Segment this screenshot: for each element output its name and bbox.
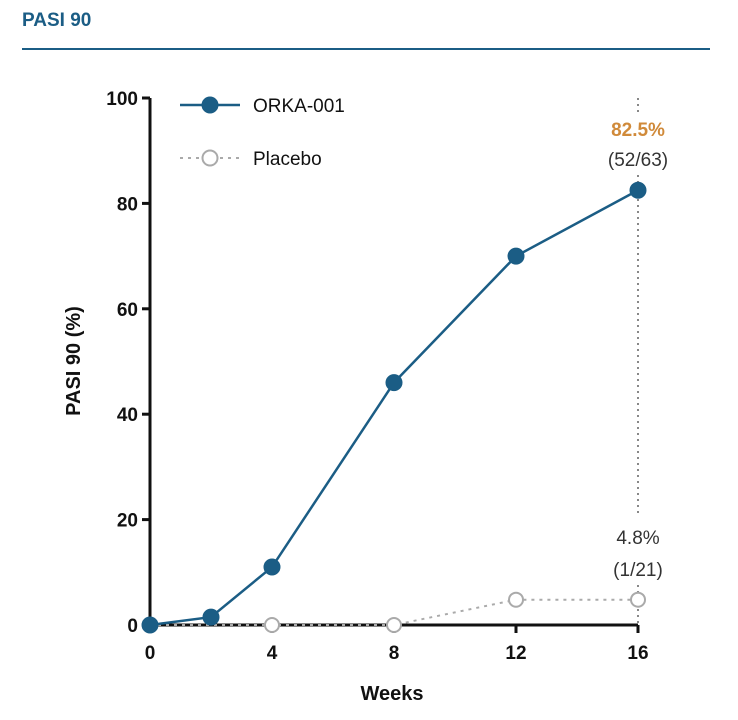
orka-point <box>263 558 281 576</box>
x-axis-title: Weeks <box>360 683 423 705</box>
chart-axes: 0 20 40 60 80 100 0 4 8 12 16 <box>106 89 648 664</box>
placebo-point <box>386 617 402 633</box>
y-tick-label: 60 <box>117 300 138 321</box>
x-tick-label: 12 <box>505 643 526 664</box>
chart-annotations: 82.5% (52/63) 4.8% (1/21) <box>608 120 668 581</box>
orka-point <box>507 247 525 265</box>
y-tick-label: 20 <box>117 511 138 532</box>
legend-placebo-marker <box>201 149 219 167</box>
legend-label-orka: ORKA-001 <box>253 96 345 117</box>
chart-legend: ORKA-001 Placebo <box>180 96 345 170</box>
orka-point <box>141 616 159 634</box>
y-tick-label: 80 <box>117 194 138 215</box>
x-tick-label: 0 <box>145 643 156 664</box>
orka-point <box>629 181 647 199</box>
chart-series <box>141 181 647 634</box>
y-axis-title: PASI 90 (%) <box>63 306 85 416</box>
header-divider <box>22 48 710 50</box>
page-title: PASI 90 <box>22 10 92 31</box>
placebo-series-line <box>150 598 638 626</box>
x-tick-label: 8 <box>389 643 400 664</box>
placebo-point <box>630 591 646 608</box>
orka-point <box>202 608 220 626</box>
y-tick-label: 0 <box>127 616 138 637</box>
orka-series-line <box>149 189 639 627</box>
x-tick-label: 16 <box>627 643 648 664</box>
legend-orka-marker <box>201 96 219 114</box>
x-tick-label: 4 <box>267 643 278 664</box>
y-tick-label: 40 <box>117 405 138 426</box>
annotation-placebo-percent: 4.8% <box>616 528 659 549</box>
placebo-point <box>264 617 280 633</box>
annotation-orka-fraction: (52/63) <box>608 150 668 171</box>
placebo-point <box>508 591 524 608</box>
legend-label-placebo: Placebo <box>253 149 322 170</box>
y-tick-label: 100 <box>106 89 138 110</box>
annotation-placebo-fraction: (1/21) <box>613 560 663 581</box>
orka-point <box>385 374 403 392</box>
annotation-orka-percent: 82.5% <box>611 120 665 141</box>
